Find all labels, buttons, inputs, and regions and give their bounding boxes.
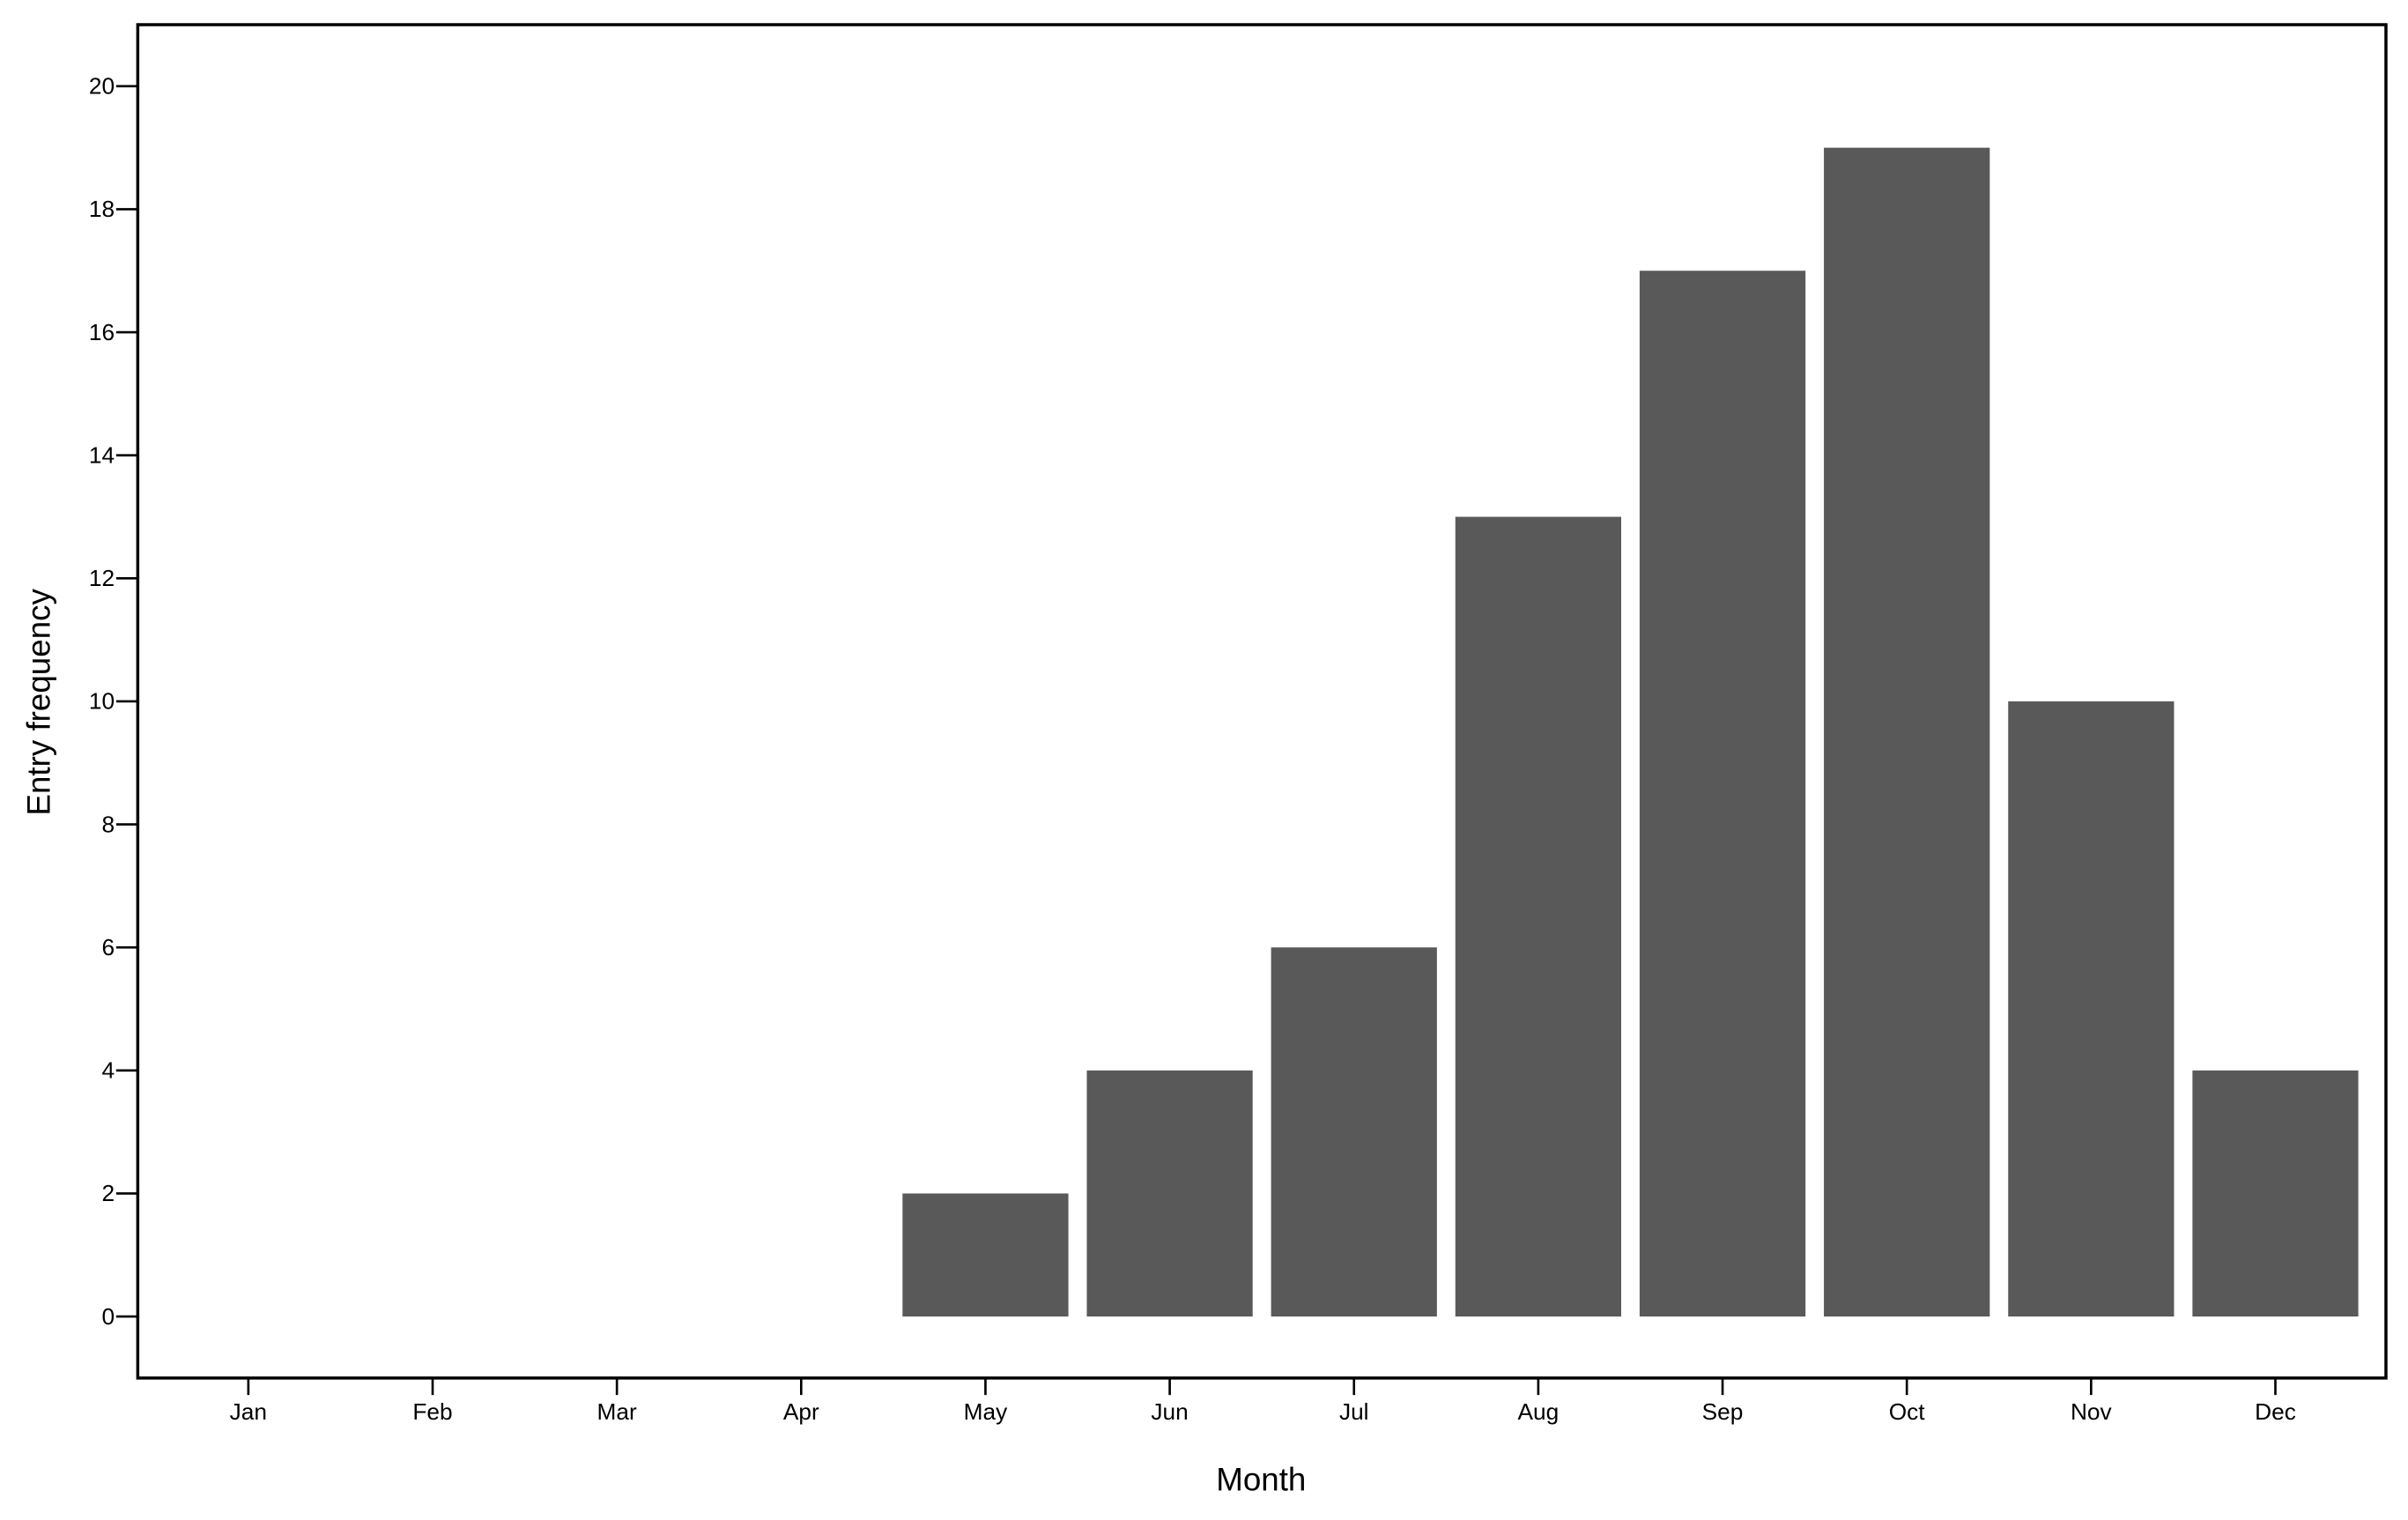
y-tick-label: 10: [89, 688, 115, 715]
bar: [2008, 701, 2175, 1317]
x-tick-label: Jan: [230, 1398, 267, 1425]
x-tick-label: Oct: [1889, 1398, 1926, 1425]
y-tick-label: 16: [89, 319, 115, 345]
bar: [2192, 1070, 2359, 1317]
x-tick-label: Sep: [1702, 1398, 1744, 1425]
y-axis-title: Entry frequency: [21, 588, 57, 815]
y-tick-label: 6: [101, 934, 115, 960]
x-tick-label: Dec: [2255, 1398, 2296, 1425]
y-tick-label: 4: [101, 1057, 115, 1084]
x-tick-label: May: [964, 1398, 1008, 1425]
x-tick-label: Jul: [1339, 1398, 1369, 1425]
plot-frame: [136, 23, 2388, 1380]
x-tick-label: Feb: [412, 1398, 452, 1425]
y-tick-label: 8: [101, 811, 115, 837]
x-tick-label: Jun: [1151, 1398, 1188, 1425]
bar: [1824, 147, 1990, 1317]
y-tick-label: 2: [101, 1180, 115, 1206]
y-tick-label: 0: [101, 1303, 115, 1330]
x-tick-label: Apr: [783, 1398, 819, 1425]
x-tick-label: Aug: [1518, 1398, 1560, 1425]
y-tick-label: 20: [89, 73, 115, 100]
x-axis-title: Month: [1216, 1462, 1306, 1498]
bar: [1455, 516, 1622, 1317]
bar: [1271, 947, 1437, 1317]
y-tick-label: 14: [89, 441, 115, 468]
bar: [902, 1193, 1069, 1317]
x-tick-label: Mar: [597, 1398, 637, 1425]
bar: [1639, 271, 1806, 1317]
y-tick-label: 12: [89, 565, 115, 591]
y-tick-label: 18: [89, 196, 115, 222]
bar: [1086, 1070, 1253, 1317]
x-tick-label: Nov: [2071, 1398, 2113, 1425]
